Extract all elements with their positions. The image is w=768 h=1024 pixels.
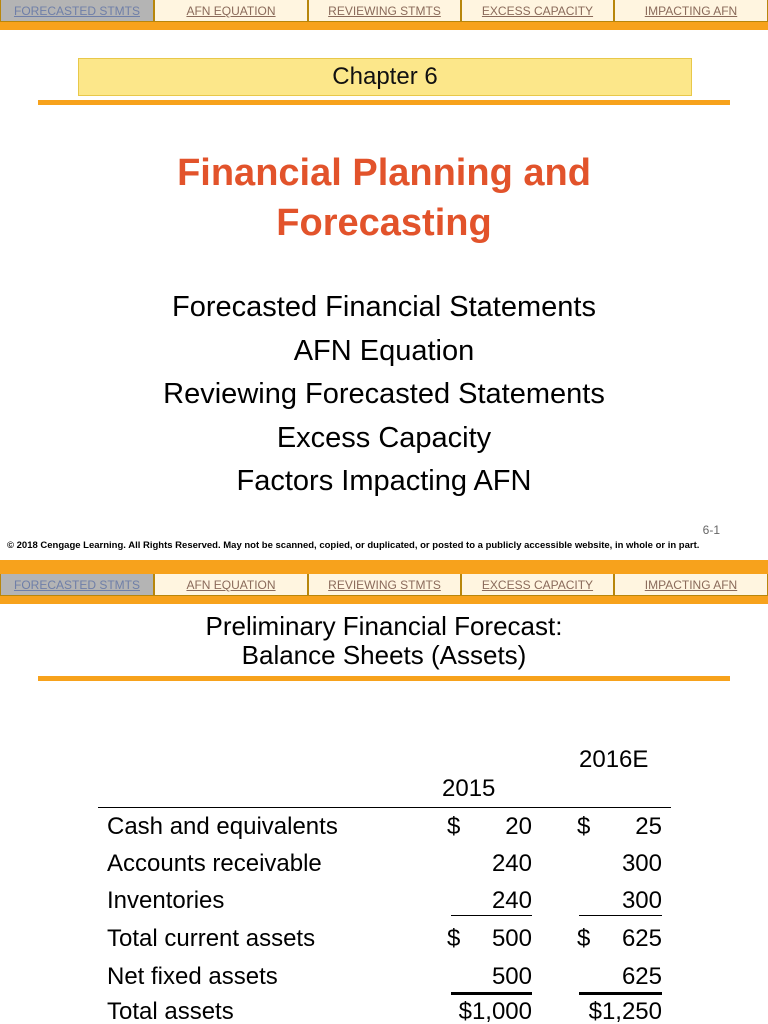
table-top-rule: [98, 807, 671, 808]
table-row: Inventories 240 300: [0, 887, 768, 924]
slide-1: FORECASTED STMTS AFN EQUATION REVIEWING …: [0, 0, 768, 574]
value-2015: 500: [491, 963, 532, 990]
heading-rule: [38, 676, 730, 681]
row-label: Total current assets: [107, 925, 316, 952]
header-accent-bar: [0, 22, 768, 30]
tab-impacting-afn[interactable]: IMPACTING AFN: [614, 574, 768, 596]
value-2015: $1,000: [458, 998, 532, 1024]
nav-bar: FORECASTED STMTS AFN EQUATION REVIEWING …: [0, 0, 768, 22]
tab-reviewing-stmts[interactable]: REVIEWING STMTS: [308, 574, 461, 596]
value-2016e: 300: [621, 850, 662, 877]
value-2015: 20: [505, 813, 532, 840]
dollar-sign: $: [447, 813, 461, 840]
value-2016e: 625: [621, 963, 662, 990]
row-label: Net fixed assets: [107, 963, 278, 990]
row-label: Accounts receivable: [107, 850, 322, 877]
topic-list: Forecasted Financial Statements AFN Equa…: [0, 286, 768, 504]
value-2015: 240: [491, 887, 532, 914]
table-row: Accounts receivable 240 300: [0, 850, 768, 887]
topic-item: Reviewing Forecasted Statements: [163, 378, 605, 410]
chapter-label: Chapter 6: [78, 58, 692, 96]
subtotal-underline: [451, 915, 532, 916]
slide-heading-line-2: Balance Sheets (Assets): [241, 640, 527, 670]
slide-title-line-2: Forecasting: [276, 202, 492, 244]
table-row: Total current assets $ 500 $ 625: [0, 925, 768, 962]
subtotal-underline: [579, 915, 662, 916]
value-2016e: 25: [635, 813, 662, 840]
total-double-underline: [451, 992, 532, 995]
row-label: Cash and equivalents: [107, 813, 338, 840]
footer-accent-bar: [0, 560, 768, 574]
table-row: Total assets $1,000 $1,250: [0, 998, 768, 1024]
tab-excess-capacity[interactable]: EXCESS CAPACITY: [461, 0, 614, 22]
slide-heading: Preliminary Financial Forecast: Balance …: [0, 612, 768, 670]
total-double-underline: [579, 992, 662, 995]
table-row: Net fixed assets 500 625: [0, 963, 768, 1000]
slide-2: FORECASTED STMTS AFN EQUATION REVIEWING …: [0, 574, 768, 1024]
header-accent-bar: [0, 596, 768, 604]
tab-impacting-afn[interactable]: IMPACTING AFN: [614, 0, 768, 22]
tab-forecasted-stmts[interactable]: FORECASTED STMTS: [0, 574, 154, 596]
column-header-2015: 2015: [442, 775, 496, 802]
tab-afn-equation[interactable]: AFN EQUATION: [154, 0, 308, 22]
value-2016e: 625: [621, 925, 662, 952]
value-2016e: $1,250: [588, 998, 662, 1024]
topic-item: AFN Equation: [293, 334, 475, 367]
slide-title: Financial Planning and Forecasting: [0, 148, 768, 248]
column-header-2016e: 2016E: [579, 746, 649, 773]
value-2016e: 300: [621, 887, 662, 914]
slide-heading-line-1: Preliminary Financial Forecast:: [205, 611, 563, 641]
dollar-sign: $: [577, 813, 591, 840]
copyright-notice: © 2018 Cengage Learning. All Rights Rese…: [7, 540, 700, 551]
tab-forecasted-stmts[interactable]: FORECASTED STMTS: [0, 0, 154, 22]
value-2015: 500: [491, 925, 532, 952]
tab-afn-equation[interactable]: AFN EQUATION: [154, 574, 308, 596]
row-label: Total assets: [107, 998, 234, 1024]
dollar-sign: $: [447, 925, 461, 952]
slide-title-line-1: Financial Planning and: [177, 152, 591, 194]
tab-excess-capacity[interactable]: EXCESS CAPACITY: [461, 574, 614, 596]
topic-item: Factors Impacting AFN: [236, 465, 532, 497]
table-row: Cash and equivalents $ 20 $ 25: [0, 813, 768, 850]
topic-item: Forecasted Financial Statements: [172, 291, 596, 323]
row-label: Inventories: [107, 887, 225, 914]
title-rule: [38, 100, 730, 105]
value-2015: 240: [491, 850, 532, 877]
dollar-sign: $: [577, 925, 591, 952]
topic-item: Excess Capacity: [276, 421, 492, 454]
page-number: 6-1: [702, 523, 720, 537]
nav-bar: FORECASTED STMTS AFN EQUATION REVIEWING …: [0, 574, 768, 596]
tab-reviewing-stmts[interactable]: REVIEWING STMTS: [308, 0, 461, 22]
